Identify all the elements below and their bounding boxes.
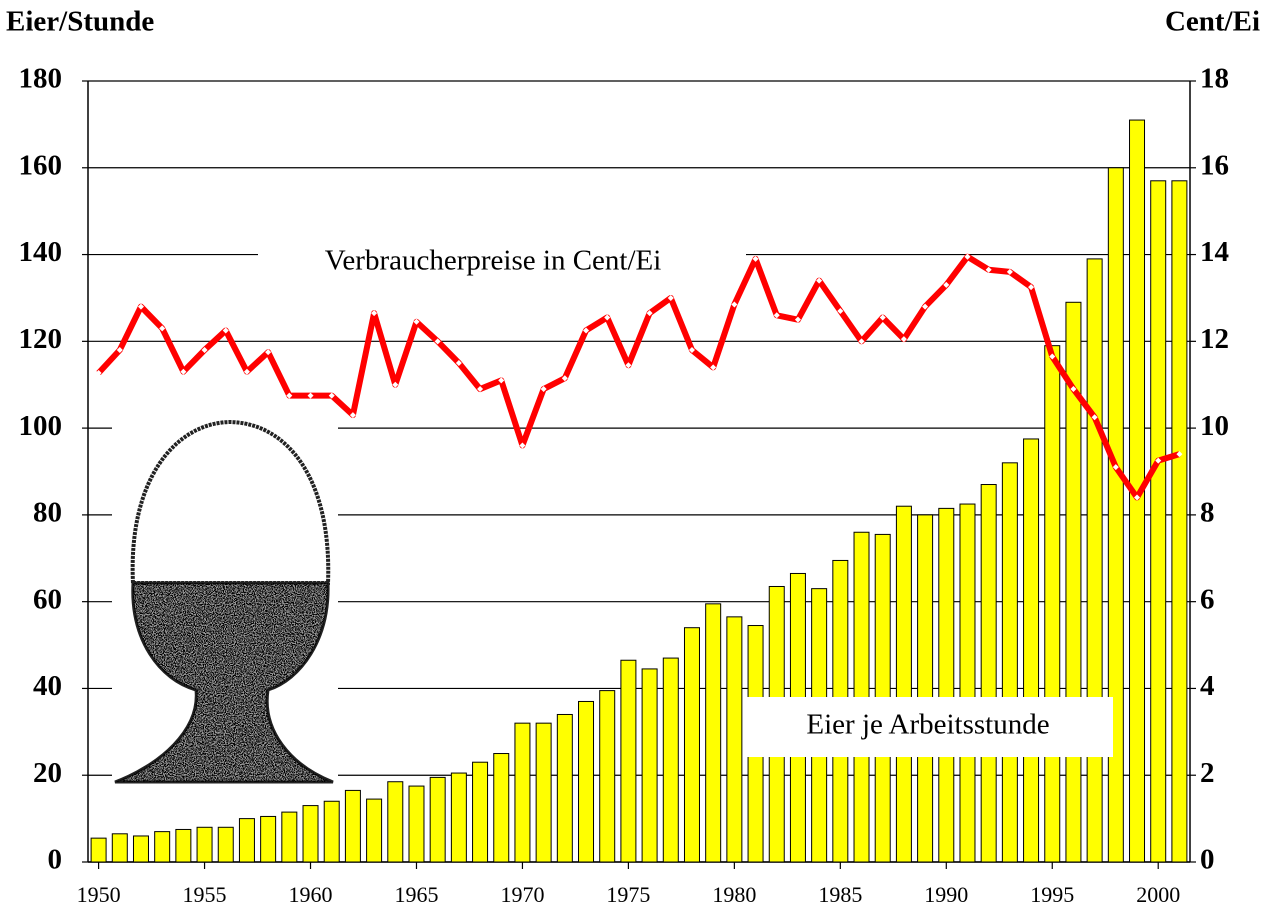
bar xyxy=(1172,181,1187,862)
y-tick-label: 60 xyxy=(33,583,62,615)
bar xyxy=(197,827,212,862)
x-tick-label: 1970 xyxy=(500,882,544,907)
bar xyxy=(918,515,933,862)
x-tick-label: 1955 xyxy=(183,882,227,907)
bar xyxy=(981,485,996,862)
bar xyxy=(896,506,911,862)
bar xyxy=(473,762,488,862)
bar xyxy=(706,604,721,862)
bar xyxy=(642,669,657,862)
bar xyxy=(345,790,360,862)
y2-tick-label: 6 xyxy=(1200,583,1215,615)
y-axis-title: Eier/Stunde xyxy=(6,6,154,38)
y-tick-label: 160 xyxy=(19,149,63,181)
bar xyxy=(261,816,276,862)
bar xyxy=(494,754,509,862)
x-tick-label: 2000 xyxy=(1136,882,1180,907)
bar xyxy=(133,836,148,862)
bar xyxy=(155,832,170,862)
x-tick-label: 1985 xyxy=(818,882,862,907)
bar xyxy=(960,504,975,862)
x-tick-label: 1965 xyxy=(394,882,438,907)
y-tick-label: 20 xyxy=(33,757,62,789)
bar xyxy=(1045,346,1060,862)
x-tick-label: 1980 xyxy=(712,882,756,907)
bar xyxy=(1108,168,1123,862)
y-tick-label: 140 xyxy=(19,236,63,268)
y2-axis-title: Cent/Ei xyxy=(1165,6,1260,38)
y-tick-label: 180 xyxy=(19,63,63,95)
y2-tick-label: 16 xyxy=(1200,149,1229,181)
bar xyxy=(600,691,615,862)
bar xyxy=(388,782,403,862)
y2-tick-label: 12 xyxy=(1200,323,1229,355)
x-tick-label: 1990 xyxy=(924,882,968,907)
bar xyxy=(727,617,742,862)
y-tick-label: 100 xyxy=(19,410,63,442)
bar xyxy=(579,701,594,862)
y2-tick-label: 18 xyxy=(1200,63,1229,95)
x-tick-label: 1950 xyxy=(77,882,121,907)
y2-tick-label: 0 xyxy=(1200,844,1215,876)
y-tick-label: 40 xyxy=(33,670,62,702)
bar xyxy=(515,723,530,862)
bar xyxy=(409,786,424,862)
bar xyxy=(939,508,954,862)
y-tick-label: 120 xyxy=(19,323,63,355)
bar xyxy=(557,714,572,862)
chart: Verbraucherpreise in Cent/Ei Eier je Arb… xyxy=(0,0,1267,919)
y-tick-label: 0 xyxy=(48,844,63,876)
bar xyxy=(663,658,678,862)
x-tick-label: 1975 xyxy=(606,882,650,907)
bar xyxy=(1024,439,1039,862)
bar xyxy=(218,827,233,862)
bar xyxy=(536,723,551,862)
bar xyxy=(430,777,445,862)
bar xyxy=(684,628,699,862)
bar xyxy=(239,819,254,862)
bar xyxy=(451,773,466,862)
bar xyxy=(621,660,636,862)
bar xyxy=(1087,259,1102,862)
bar xyxy=(1151,181,1166,862)
bar-series-label: Eier je Arbeitsstunde xyxy=(806,709,1049,741)
y2-tick-label: 8 xyxy=(1200,497,1215,529)
line-series-label: Verbraucherpreise in Cent/Ei xyxy=(325,245,662,277)
x-tick-label: 1995 xyxy=(1030,882,1074,907)
y2-tick-label: 2 xyxy=(1200,757,1215,789)
bar xyxy=(282,812,297,862)
y2-tick-label: 4 xyxy=(1200,670,1215,702)
y-tick-label: 80 xyxy=(33,497,62,529)
bar xyxy=(324,801,339,862)
bar xyxy=(303,806,318,862)
y2-tick-label: 14 xyxy=(1200,236,1229,268)
bar xyxy=(367,799,382,862)
bar xyxy=(176,829,191,862)
bar xyxy=(91,838,106,862)
x-tick-label: 1960 xyxy=(289,882,333,907)
bar xyxy=(1002,463,1017,862)
y2-tick-label: 10 xyxy=(1200,410,1229,442)
bar xyxy=(112,834,127,862)
